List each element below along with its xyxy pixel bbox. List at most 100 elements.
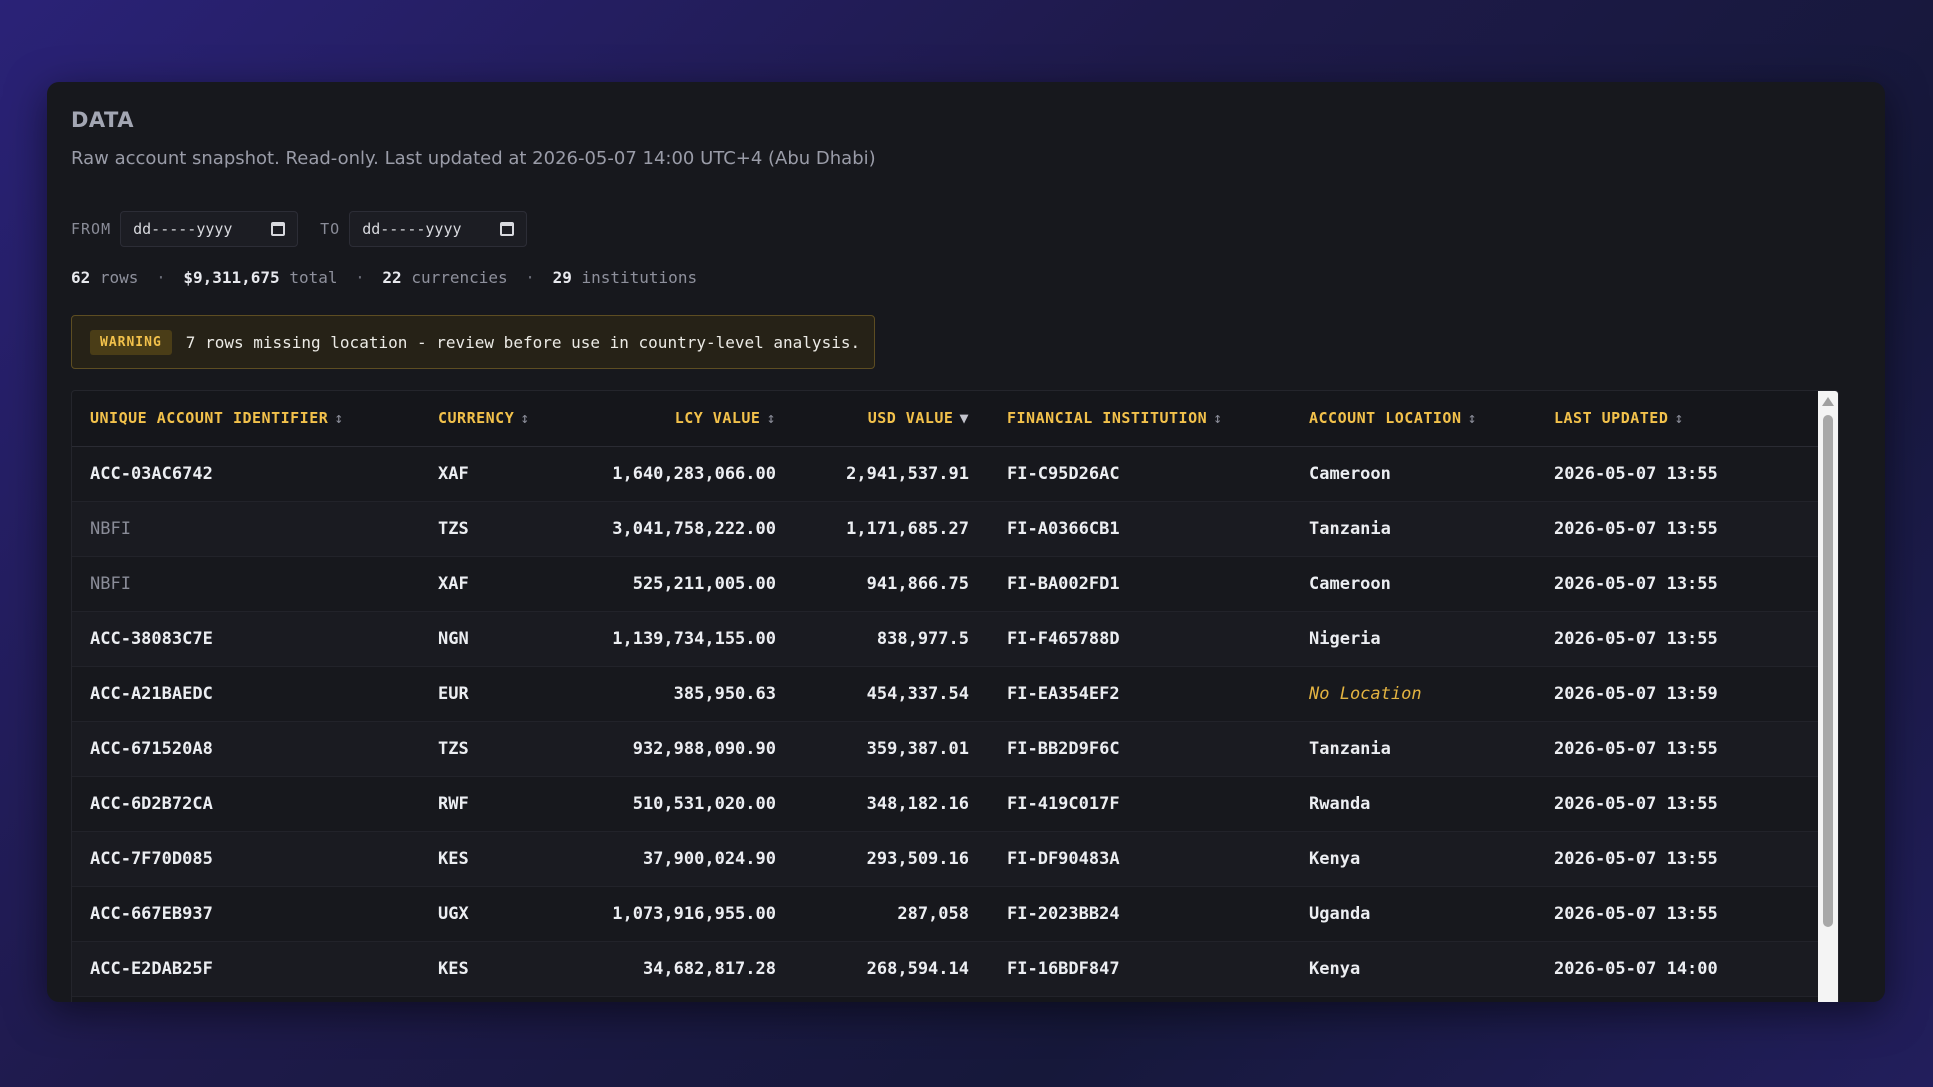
cell-lcy-value: 1,139,734,155.00 <box>612 628 776 649</box>
table-row[interactable]: NBFI XAF 525,211,005.00 941,866.75 FI-BA… <box>72 556 1818 611</box>
sort-icon: ↕ <box>1674 409 1684 428</box>
cell-last-updated: 2026-05-07 14:00 <box>1554 958 1718 979</box>
institutions-count: 29 <box>552 268 572 287</box>
cell-account-location: Cameroon <box>1309 463 1391 484</box>
column-header-lcy-value[interactable]: LCY VALUE ↕ <box>570 391 796 447</box>
cell-account-id: ACC-E2DAB25F <box>90 958 213 979</box>
column-header-account-location[interactable]: ACCOUNT LOCATION ↕ <box>1291 391 1536 447</box>
from-label: FROM <box>71 220 112 238</box>
table-row[interactable]: ACC-38083C7E NGN 1,139,734,155.00 838,97… <box>72 611 1818 666</box>
cell-usd-value: 359,387.01 <box>866 738 969 759</box>
cell-lcy-value: 932,988,090.90 <box>632 738 776 759</box>
column-header-account-id[interactable]: UNIQUE ACCOUNT IDENTIFIER ↕ <box>72 391 420 447</box>
cell-last-updated: 2026-05-07 13:59 <box>1554 683 1718 704</box>
cell-last-updated: 2026-05-07 13:55 <box>1554 738 1718 759</box>
cell-account-location: Nigeria <box>1309 628 1381 649</box>
rows-label: rows <box>99 268 139 287</box>
cell-currency: UGX <box>438 903 469 924</box>
table-scrollbar[interactable] <box>1818 391 1838 1002</box>
summary-stats: 62 rows · $9,311,675 total · 22 currenci… <box>71 268 698 287</box>
cell-account-location: Rwanda <box>1309 793 1371 814</box>
cell-financial-institution: FI-EA354EF2 <box>1007 683 1120 704</box>
cell-financial-institution: FI-419C017F <box>1007 793 1120 814</box>
from-date-input[interactable]: dd-----yyyy <box>120 211 299 247</box>
cell-lcy-value: 1,640,283,066.00 <box>612 463 776 484</box>
date-filters: FROM dd-----yyyy TO dd-----yyyy <box>71 210 528 248</box>
table-row[interactable]: ACC-671520A8 TZS 932,988,090.90 359,387.… <box>72 721 1818 776</box>
cell-account-location: Uganda <box>1309 903 1371 924</box>
currencies-count: 22 <box>382 268 402 287</box>
warning-message: 7 rows missing location - review before … <box>185 332 861 352</box>
cell-lcy-value: 34,682,817.28 <box>642 958 776 979</box>
cell-usd-value: 287,058 <box>897 903 969 924</box>
cell-lcy-value: 3,041,758,222.00 <box>612 518 776 539</box>
table-row[interactable]: ACC-E2DAB25F KES 34,682,817.28 268,594.1… <box>72 941 1818 996</box>
cell-last-updated: 2026-05-07 13:55 <box>1554 518 1718 539</box>
cell-account-id: NBFI <box>90 573 131 594</box>
cell-last-updated: 2026-05-07 13:55 <box>1554 848 1718 869</box>
cell-account-location: Cameroon <box>1309 573 1391 594</box>
institutions-label: institutions <box>581 268 698 287</box>
cell-usd-value: 2,941,537.91 <box>846 463 969 484</box>
table-row[interactable]: ACC-6D2B72CA RWF 510,531,020.00 348,182.… <box>72 776 1818 831</box>
column-header-currency[interactable]: CURRENCY ↕ <box>420 391 570 447</box>
cell-account-location: Kenya <box>1309 958 1361 979</box>
sort-icon: ↕ <box>766 409 776 428</box>
sort-icon: ↕ <box>1213 409 1223 428</box>
cell-financial-institution: FI-A0366CB1 <box>1007 518 1120 539</box>
sort-descending-icon: ▼ <box>959 409 969 428</box>
column-header-financial-institution[interactable]: FINANCIAL INSTITUTION ↕ <box>989 391 1291 447</box>
column-header-usd-value[interactable]: USD VALUE ▼ <box>796 391 989 447</box>
scrollbar-thumb[interactable] <box>1823 415 1833 927</box>
cell-financial-institution: FI-16BDF847 <box>1007 958 1120 979</box>
sort-icon: ↕ <box>520 409 530 428</box>
cell-account-id: ACC-A21BAEDC <box>90 683 213 704</box>
cell-account-id: ACC-667EB937 <box>90 903 213 924</box>
warning-badge: WARNING <box>90 329 172 355</box>
cell-lcy-value: 37,900,024.90 <box>642 848 776 869</box>
cell-currency: EUR <box>438 683 469 704</box>
cell-currency: KES <box>438 848 469 869</box>
sort-icon: ↕ <box>334 409 344 428</box>
cell-financial-institution: FI-F465788D <box>1007 628 1120 649</box>
cell-currency: TZS <box>438 518 469 539</box>
cell-currency: RWF <box>438 793 469 814</box>
cell-currency: TZS <box>438 738 469 759</box>
calendar-icon[interactable] <box>500 222 515 236</box>
table-row[interactable]: ACC-03AC6742 XAF 1,640,283,066.00 2,941,… <box>72 446 1818 501</box>
cell-financial-institution: FI-DF90483A <box>1007 848 1120 869</box>
scroll-up-arrow-icon[interactable] <box>1822 397 1834 406</box>
page-title: DATA <box>71 108 135 132</box>
table-row[interactable]: ACC-7F70D085 KES 37,900,024.90 293,509.1… <box>72 831 1818 886</box>
cell-last-updated: 2026-05-07 13:55 <box>1554 573 1718 594</box>
cell-account-location: Tanzania <box>1309 518 1391 539</box>
calendar-icon[interactable] <box>271 222 286 236</box>
table-row[interactable]: ACC-A21BAEDC EUR 385,950.63 454,337.54 F… <box>72 666 1818 721</box>
to-date-placeholder: dd-----yyyy <box>362 220 462 238</box>
cell-lcy-value: 510,531,020.00 <box>632 793 776 814</box>
cell-last-updated: 2026-05-07 13:55 <box>1554 903 1718 924</box>
cell-usd-value: 1,171,685.27 <box>846 518 969 539</box>
cell-currency: KES <box>438 958 469 979</box>
cell-usd-value: 268,594.14 <box>866 958 969 979</box>
to-date-input[interactable]: dd-----yyyy <box>349 211 528 247</box>
cell-usd-value: 348,182.16 <box>866 793 969 814</box>
to-label: TO <box>320 220 341 238</box>
cell-account-id: ACC-03AC6742 <box>90 463 213 484</box>
cell-currency: XAF <box>438 463 469 484</box>
column-header-last-updated[interactable]: LAST UPDATED ↕ <box>1536 391 1818 447</box>
cell-last-updated: 2026-05-07 13:55 <box>1554 793 1718 814</box>
cell-financial-institution: FI-2023BB24 <box>1007 903 1120 924</box>
sort-icon: ↕ <box>1467 409 1478 428</box>
data-table-container: UNIQUE ACCOUNT IDENTIFIER ↕ CURRENCY ↕ LCY… <box>71 390 1839 1002</box>
cell-currency: NGN <box>438 628 469 649</box>
table-row[interactable]: ACC-667EB937 UGX 1,073,916,955.00 287,05… <box>72 886 1818 941</box>
cell-lcy-value: 1,073,916,955.00 <box>612 903 776 924</box>
cell-last-updated: 2026-05-07 13:55 <box>1554 463 1718 484</box>
data-table: UNIQUE ACCOUNT IDENTIFIER ↕ CURRENCY ↕ LCY… <box>72 391 1818 997</box>
cell-financial-institution: FI-BA002FD1 <box>1007 573 1120 594</box>
table-row[interactable]: NBFI TZS 3,041,758,222.00 1,171,685.27 F… <box>72 501 1818 556</box>
currencies-label: currencies <box>411 268 508 287</box>
cell-account-id: ACC-671520A8 <box>90 738 213 759</box>
page-subtitle: Raw account snapshot. Read-only. Last up… <box>71 148 876 169</box>
